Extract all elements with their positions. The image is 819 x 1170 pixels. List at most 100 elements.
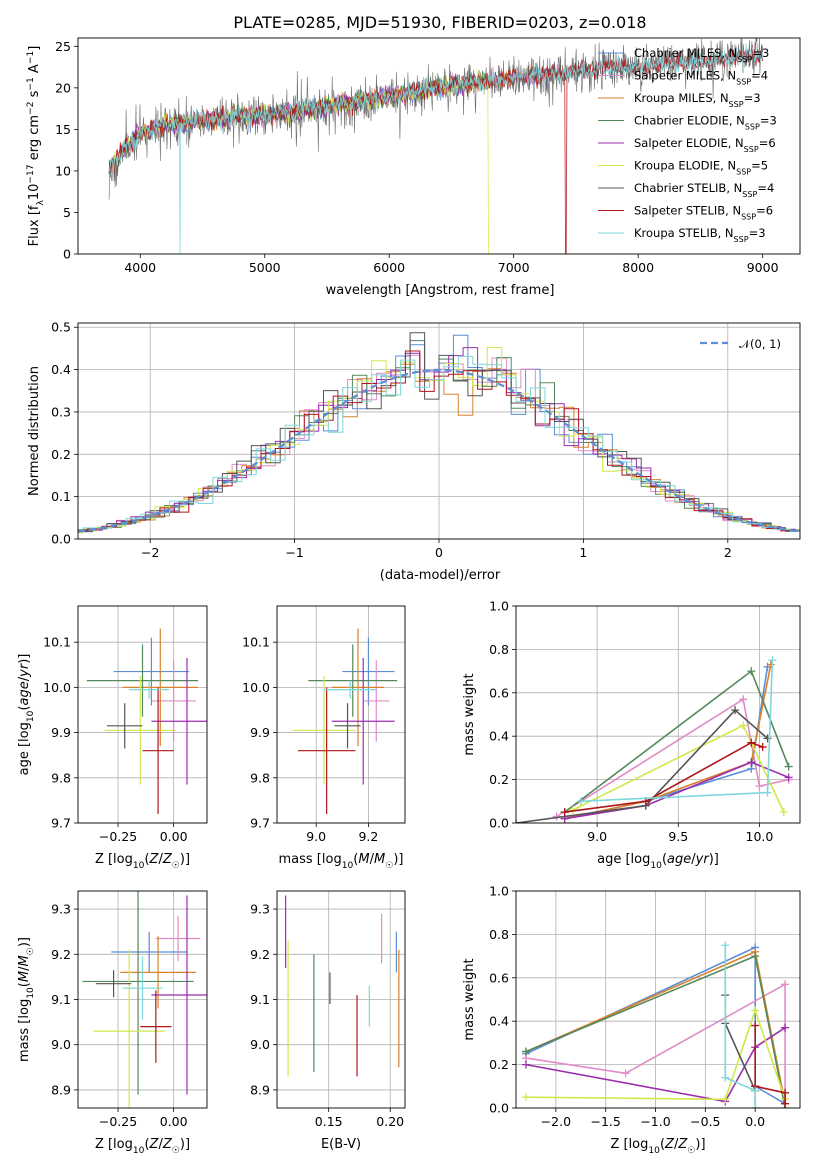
weight-line-kroupa_stelib	[724, 945, 756, 1108]
weight-marker-kroupa_stelib	[768, 656, 777, 665]
legend-label-chabrier_miles: Chabrier MILES, NSSP=3	[634, 46, 769, 64]
y-tick-label: 10.1	[242, 635, 270, 650]
weight-line-kroupa_miles	[564, 664, 772, 820]
histogram-kroupa_elodie	[78, 347, 800, 534]
y-tick-label: 0.0	[489, 1101, 509, 1116]
y-axis-label: Flux [fλ10−17 erg cm−2 s−1 A−1]	[26, 46, 46, 247]
y-tick-label: 0.0	[51, 532, 71, 547]
y-tick-label: 9.9	[250, 725, 270, 740]
x-axis-label: wavelength [Angstrom, rest frame]	[326, 283, 555, 298]
y-tick-label: 0.0	[489, 816, 509, 831]
axes-frame	[77, 37, 801, 255]
x-tick-label: 9.0	[306, 829, 326, 844]
y-tick-label: 0.2	[489, 1057, 509, 1072]
x-tick-label: −2.0	[541, 1114, 571, 1129]
x-tick-label: 0.20	[376, 1114, 404, 1129]
y-tick-label: 0.5	[51, 320, 71, 335]
y-tick-label: 9.9	[51, 725, 71, 740]
y-axis-label: mass [log10(M/M☉)]	[17, 937, 36, 1062]
y-tick-label: 9.8	[250, 770, 270, 785]
axes-frame	[77, 322, 801, 540]
weight-marker-kroupa_miles	[766, 660, 775, 669]
weight-marker-salpeter_stelib	[781, 1088, 790, 1097]
axes-frame	[276, 890, 406, 1109]
x-axis-label: Z [log10(Z/Z☉)]	[610, 1137, 705, 1156]
x-tick-label: −1	[285, 545, 303, 560]
y-tick-label: 0	[63, 247, 71, 262]
model-spectrum-salpeter_stelib	[108, 44, 764, 254]
weight-marker-kroupa_elodie	[739, 721, 748, 730]
x-tick-label: −0.25	[99, 829, 137, 844]
weight-marker-kroupa_stelib	[751, 1104, 760, 1108]
y-tick-label: 9.1	[51, 992, 71, 1007]
legend-label-kroupa_stelib: Kroupa STELIB, NSSP=3	[634, 226, 766, 244]
weight-marker-salpeter_stelib	[781, 1099, 790, 1108]
weight-marker-kroupa_elodie	[721, 1095, 730, 1104]
y-tick-label: 9.2	[51, 947, 71, 962]
x-tick-label: −0.25	[99, 1114, 137, 1129]
y-tick-label: 9.2	[250, 947, 270, 962]
y-tick-label: 9.3	[250, 902, 270, 917]
y-tick-label: 1.0	[489, 599, 509, 614]
weight-marker-kroupa_elodie	[779, 808, 788, 817]
legend-label-chabrier_elodie: Chabrier ELODIE, NSSP=3	[634, 114, 777, 132]
weight-marker-salpeter_elodie	[521, 1060, 530, 1069]
x-tick-label: −1.5	[591, 1114, 621, 1129]
weight-marker-salpeter_miles	[755, 782, 764, 791]
x-tick-label: 0.15	[315, 1114, 343, 1129]
y-axis-label: mass weight	[462, 958, 477, 1040]
legend-label-salpeter_elodie: Salpeter ELODIE, NSSP=6	[634, 136, 776, 154]
axes-frame	[276, 605, 406, 824]
weight-marker-chabrier_elodie	[784, 762, 793, 771]
axes-frame	[77, 890, 208, 1109]
plot-area	[292, 628, 398, 814]
y-tick-label: 0.4	[489, 729, 509, 744]
weight-line-salpeter_stelib	[564, 741, 763, 813]
panel-age_vs_mass: 9.0 9.2 9.7 9.8 9.9 10.0 10.1	[242, 605, 406, 844]
weight-line-salpeter_elodie	[564, 761, 789, 820]
weight-marker-kroupa_stelib	[576, 797, 585, 806]
y-tick-label: 8.9	[51, 1082, 71, 1097]
y-axis-label: mass weight	[462, 673, 477, 755]
x-axis-label: Z [log10(Z/Z☉)]	[95, 1137, 190, 1156]
plot-area	[82, 891, 207, 1108]
y-tick-label: 10.1	[43, 635, 71, 650]
weight-line-chabrier_stelib	[516, 709, 769, 823]
weight-marker-salpeter_miles	[781, 980, 790, 989]
plot-area	[285, 895, 400, 1077]
panel-weight_vs_Z: −2.0 −1.5 −1.0 −0.5 0.0 0.0 0.2 0.4 0.6 0.8 1.0	[489, 884, 801, 1129]
y-axis-label: Normed distribution	[27, 366, 42, 496]
weight-line-salpeter_stelib	[754, 1025, 786, 1104]
weight-marker-chabrier_elodie	[521, 1047, 530, 1056]
y-tick-label: 0.4	[489, 1014, 509, 1029]
x-axis-label: (data-model)/error	[380, 568, 501, 583]
x-axis-label: E(B-V)	[321, 1137, 361, 1152]
weight-line-kroupa_elodie	[525, 1007, 786, 1101]
y-tick-label: 25	[55, 39, 71, 54]
weight-marker-chabrier_elodie	[747, 667, 756, 676]
weight-marker-kroupa_elodie	[751, 1006, 760, 1015]
x-tick-label: 8000	[622, 260, 654, 275]
axes-frame	[515, 605, 801, 824]
y-tick-label: 8.9	[250, 1082, 270, 1097]
plot-area	[521, 941, 790, 1108]
x-tick-label: 9000	[747, 260, 779, 275]
y-tick-label: 0.6	[489, 685, 509, 700]
histogram-kroupa_stelib	[78, 355, 800, 532]
weight-marker-kroupa_stelib	[751, 1086, 760, 1095]
x-tick-label: 0.00	[160, 1114, 188, 1129]
panel-spectrum: 4000 5000 6000 7000 8000 9000 0 5 10 15 20 25 Chabri…	[55, 37, 801, 275]
weight-line-salpeter_miles	[525, 982, 786, 1104]
x-tick-label: 2	[724, 545, 732, 560]
panel-mass_vs_Z: −0.25 0.00 8.9 9.0 9.1 9.2 9.3	[51, 890, 208, 1129]
legend-label-kroupa_miles: Kroupa MILES, NSSP=3	[634, 91, 761, 109]
histogram-salpeter_stelib	[78, 350, 800, 532]
y-tick-label: 20	[55, 80, 71, 95]
y-tick-label: 5	[63, 205, 71, 220]
y-tick-label: 0.8	[489, 927, 509, 942]
y-tick-label: 0.2	[51, 447, 71, 462]
x-tick-label: 7000	[498, 260, 530, 275]
y-tick-label: 9.7	[51, 816, 71, 831]
axes-frame	[77, 605, 208, 824]
